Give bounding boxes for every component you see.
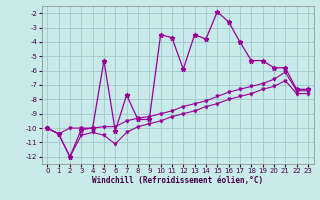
X-axis label: Windchill (Refroidissement éolien,°C): Windchill (Refroidissement éolien,°C): [92, 176, 263, 185]
